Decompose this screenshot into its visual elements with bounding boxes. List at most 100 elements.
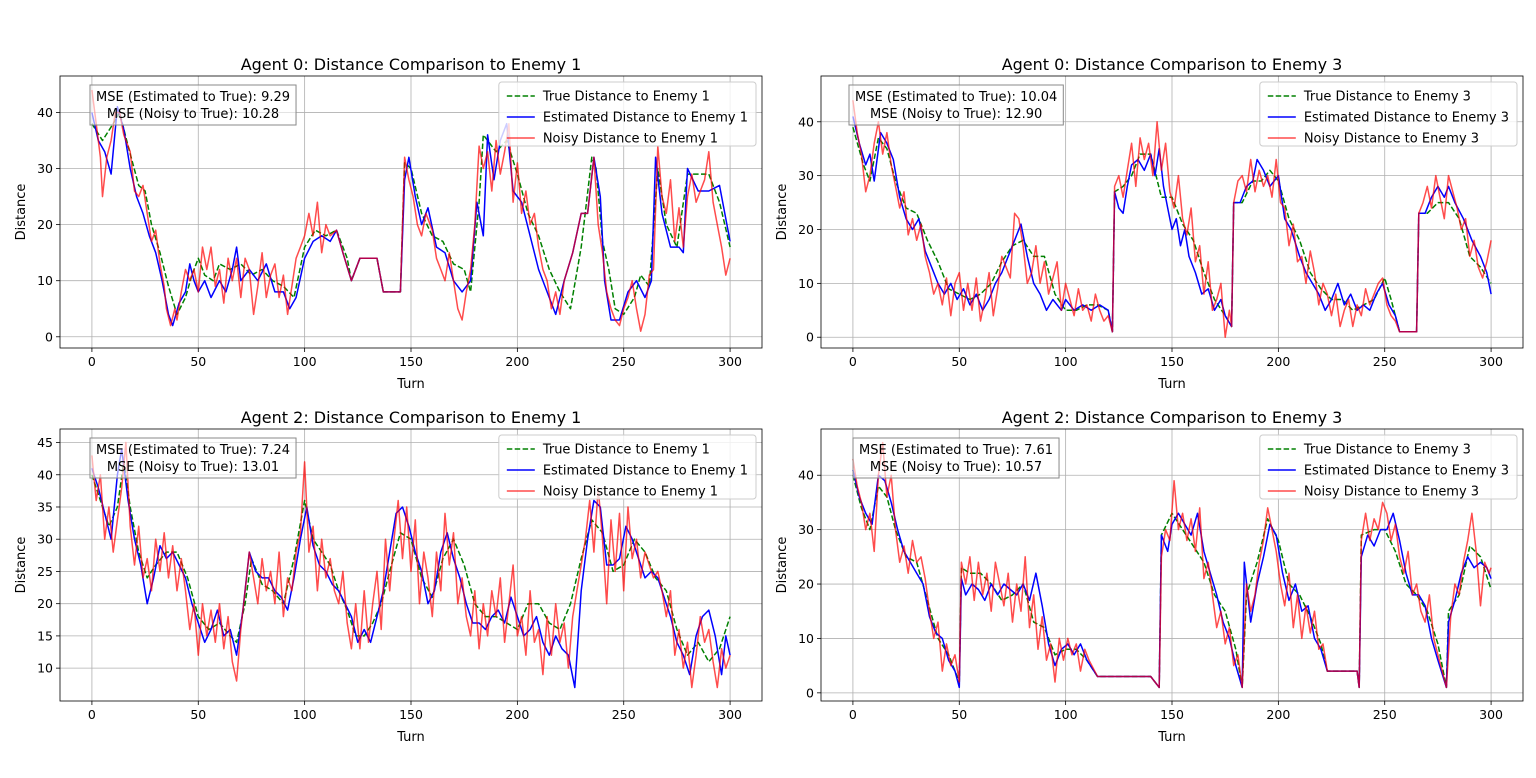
x-tick-label: 250 (612, 707, 636, 722)
x-tick-label: 200 (505, 707, 529, 722)
y-axis-label: Distance (14, 537, 29, 594)
chart-title: Agent 2: Distance Comparison to Enemy 1 (241, 408, 582, 427)
y-tick-label: 30 (798, 522, 814, 537)
x-tick-label: 150 (1160, 354, 1184, 369)
x-tick-label: 50 (190, 354, 206, 369)
y-tick-label: 10 (798, 631, 814, 646)
y-tick-label: 10 (37, 661, 53, 676)
x-tick-label: 250 (1373, 354, 1397, 369)
series-group (852, 441, 1492, 689)
x-tick-label: 250 (1373, 707, 1397, 722)
chart-panel-2: 0 50 100 150 200 250 300 10 15 20 25 30 35 40 45 Agent … (14, 408, 763, 745)
legend-label-1: Estimated Distance to Enemy 1 (543, 464, 748, 479)
x-tick-label: 200 (1266, 707, 1290, 722)
series-group (852, 100, 1492, 338)
mse-box (848, 84, 1064, 126)
x-tick-label: 200 (1266, 354, 1290, 369)
mse-noisy-text: MSE (Noisy to True): 10.57 (870, 460, 1042, 475)
legend-label-0: True Distance to Enemy 3 (1303, 90, 1471, 105)
series-line-2 (852, 441, 1492, 689)
mse-annotation: MSE (Estimated to True): 7.61 MSE (Noisy … (852, 437, 1060, 479)
legend-label-1: Estimated Distance to Enemy 3 (1304, 464, 1509, 479)
chart-title: Agent 0: Distance Comparison to Enemy 3 (1002, 55, 1343, 74)
x-tick-label: 50 (951, 354, 967, 369)
y-tick-label: 30 (37, 161, 53, 176)
chart-panel-1: 0 50 100 150 200 250 300 0 10 20 30 40 Agent 0: Dist… (775, 55, 1524, 392)
series-line-1 (852, 116, 1492, 333)
x-tick-label: 100 (293, 707, 317, 722)
legend: True Distance to Enemy 1 Estimated Distan… (498, 81, 757, 147)
series-line-2 (91, 441, 731, 689)
x-tick-label: 200 (505, 354, 529, 369)
x-tick-label: 50 (190, 707, 206, 722)
legend-box (498, 81, 757, 147)
y-tick-label: 20 (37, 217, 53, 232)
y-tick-label: 25 (37, 564, 53, 579)
x-tick-label: 300 (718, 707, 742, 722)
mse-annotation: MSE (Estimated to True): 9.29 MSE (Noisy … (89, 84, 297, 126)
series-line-0 (852, 475, 1492, 689)
legend: True Distance to Enemy 3 Estimated Distan… (1259, 81, 1518, 147)
y-tick-label: 40 (798, 468, 814, 483)
series-line-2 (852, 100, 1492, 338)
legend-label-0: True Distance to Enemy 1 (542, 443, 710, 458)
x-tick-label: 100 (1054, 707, 1078, 722)
chart-title: Agent 2: Distance Comparison to Enemy 3 (1002, 408, 1343, 427)
y-tick-label: 30 (798, 168, 814, 183)
series-group (91, 89, 731, 332)
x-tick-label: 300 (718, 354, 742, 369)
series-line-0 (91, 461, 731, 663)
y-tick-label: 0 (45, 329, 53, 344)
legend-label-2: Noisy Distance to Enemy 3 (1304, 132, 1479, 147)
y-tick-label: 10 (37, 273, 53, 288)
mse-estimated-text: MSE (Estimated to True): 10.04 (855, 90, 1057, 105)
x-tick-label: 0 (88, 354, 96, 369)
mse-annotation: MSE (Estimated to True): 7.24 MSE (Noisy … (89, 437, 297, 479)
x-tick-label: 150 (399, 707, 423, 722)
x-tick-label: 100 (293, 354, 317, 369)
x-tick-label: 300 (1479, 354, 1503, 369)
y-tick-label: 10 (798, 276, 814, 291)
legend-label-2: Noisy Distance to Enemy 3 (1304, 485, 1479, 500)
y-tick-label: 30 (37, 532, 53, 547)
y-tick-label: 20 (37, 596, 53, 611)
x-tick-label: 150 (399, 354, 423, 369)
y-tick-label: 40 (798, 114, 814, 129)
x-tick-label: 100 (1054, 354, 1078, 369)
series-line-1 (852, 469, 1492, 689)
legend-label-0: True Distance to Enemy 1 (542, 90, 710, 105)
legend: True Distance to Enemy 3 Estimated Distan… (1259, 434, 1518, 500)
mse-box (89, 84, 297, 126)
y-tick-label: 20 (798, 222, 814, 237)
y-tick-label: 0 (806, 330, 814, 345)
y-tick-label: 45 (37, 435, 53, 450)
mse-annotation: MSE (Estimated to True): 10.04 MSE (Noisy… (848, 84, 1064, 126)
x-tick-label: 150 (1160, 707, 1184, 722)
y-tick-label: 15 (37, 628, 53, 643)
legend-label-0: True Distance to Enemy 3 (1303, 443, 1471, 458)
mse-estimated-text: MSE (Estimated to True): 7.61 (859, 443, 1053, 458)
mse-box (852, 437, 1060, 479)
x-axis-label: Turn (1157, 730, 1186, 745)
mse-box (89, 437, 297, 479)
series-line-2 (91, 89, 731, 332)
mse-noisy-text: MSE (Noisy to True): 13.01 (107, 460, 279, 475)
x-axis-label: Turn (1157, 377, 1186, 392)
x-tick-label: 250 (612, 354, 636, 369)
legend-box (1259, 81, 1518, 147)
y-tick-label: 40 (37, 105, 53, 120)
chart-panel-0: 0 50 100 150 200 250 300 0 10 20 30 40 Agent 0: Dist… (14, 55, 763, 392)
legend-box (498, 434, 757, 500)
y-tick-label: 35 (37, 499, 53, 514)
x-axis-label: Turn (396, 377, 425, 392)
x-tick-label: 0 (849, 354, 857, 369)
chart-title: Agent 0: Distance Comparison to Enemy 1 (241, 55, 582, 74)
mse-estimated-text: MSE (Estimated to True): 7.24 (96, 443, 290, 458)
legend-box (1259, 434, 1518, 500)
legend-label-1: Estimated Distance to Enemy 3 (1304, 111, 1509, 126)
y-tick-label: 40 (37, 467, 53, 482)
x-axis-label: Turn (396, 730, 425, 745)
legend-label-2: Noisy Distance to Enemy 1 (543, 132, 718, 147)
mse-noisy-text: MSE (Noisy to True): 12.90 (870, 107, 1042, 122)
